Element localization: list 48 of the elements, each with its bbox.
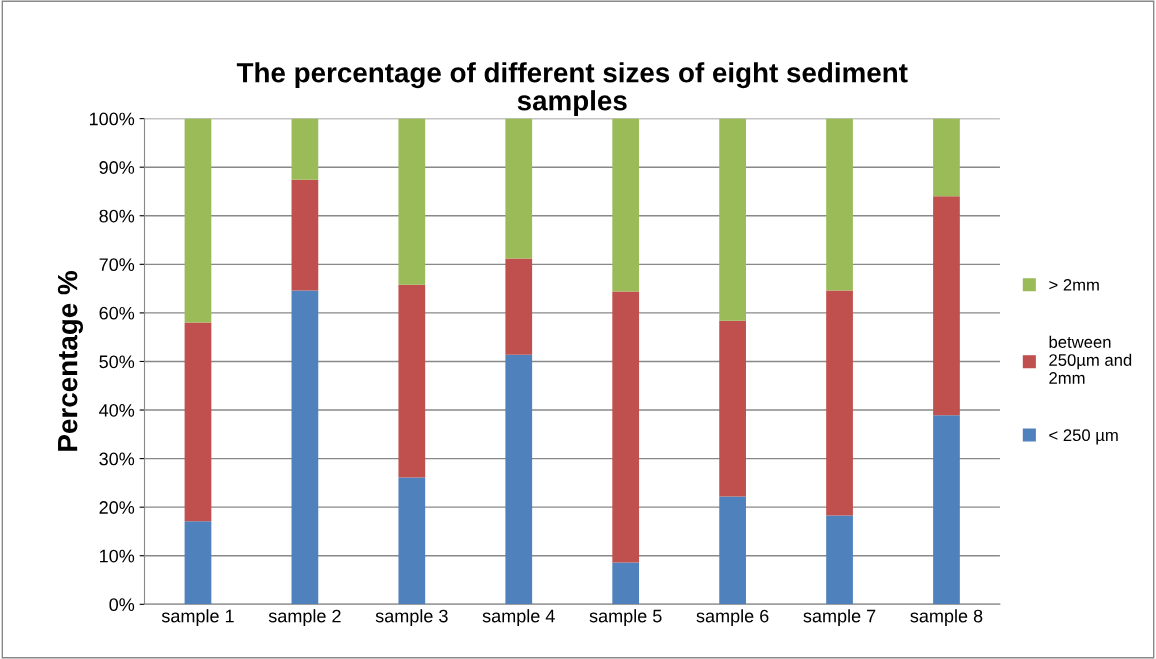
y-tick-label: 20% bbox=[99, 501, 135, 514]
bar bbox=[184, 322, 212, 522]
bar bbox=[933, 118, 960, 197]
bar bbox=[291, 179, 319, 291]
bar bbox=[291, 290, 319, 605]
bar bbox=[505, 118, 533, 259]
x-tick-label: sample 6 bbox=[696, 609, 769, 626]
bar bbox=[612, 562, 640, 605]
x-tick-label: sample 2 bbox=[268, 609, 341, 626]
bar bbox=[612, 291, 640, 563]
y-tick-label: 10% bbox=[100, 549, 135, 563]
bar bbox=[398, 284, 426, 478]
y-tick-label: 100% bbox=[89, 112, 135, 126]
bar bbox=[826, 118, 853, 291]
bar bbox=[826, 290, 853, 516]
bar bbox=[398, 118, 426, 285]
x-tick-label: sample 1 bbox=[161, 609, 234, 626]
y-axis-title: Percentage % bbox=[57, 271, 84, 451]
bar bbox=[933, 196, 960, 416]
x-tick-label: sample 8 bbox=[910, 609, 983, 626]
y-tick-label: 70% bbox=[99, 258, 135, 272]
bar bbox=[612, 118, 640, 292]
bar bbox=[398, 477, 426, 605]
bar bbox=[826, 515, 853, 605]
bar bbox=[719, 320, 746, 497]
chart-title: The percentage of different sizes of eight sediment samples bbox=[236, 62, 908, 117]
y-tick-label: 50% bbox=[99, 355, 135, 369]
y-tick-label: 90% bbox=[99, 161, 135, 174]
y-tick-label: 0% bbox=[109, 598, 135, 612]
bar bbox=[505, 354, 533, 605]
bar bbox=[291, 118, 319, 180]
bar bbox=[719, 118, 746, 321]
bar bbox=[505, 258, 533, 355]
legend-label: < 250 µm bbox=[1049, 429, 1118, 445]
x-tick-label: sample 4 bbox=[482, 609, 555, 626]
x-tick-label: sample 5 bbox=[589, 609, 662, 626]
y-tick-label: 60% bbox=[99, 306, 135, 320]
bar bbox=[933, 415, 960, 605]
y-tick-label: 30% bbox=[99, 452, 135, 466]
bar bbox=[719, 496, 746, 605]
legend-label: between 250µm and 2mm bbox=[1049, 335, 1132, 384]
bar bbox=[184, 118, 212, 323]
y-tick-label: 80% bbox=[99, 209, 135, 223]
y-tick-label: 40% bbox=[99, 403, 135, 417]
x-tick-label: sample 3 bbox=[375, 609, 448, 626]
x-tick-label: sample 7 bbox=[803, 609, 876, 626]
legend-label: > 2mm bbox=[1049, 278, 1099, 291]
bar bbox=[184, 521, 212, 605]
